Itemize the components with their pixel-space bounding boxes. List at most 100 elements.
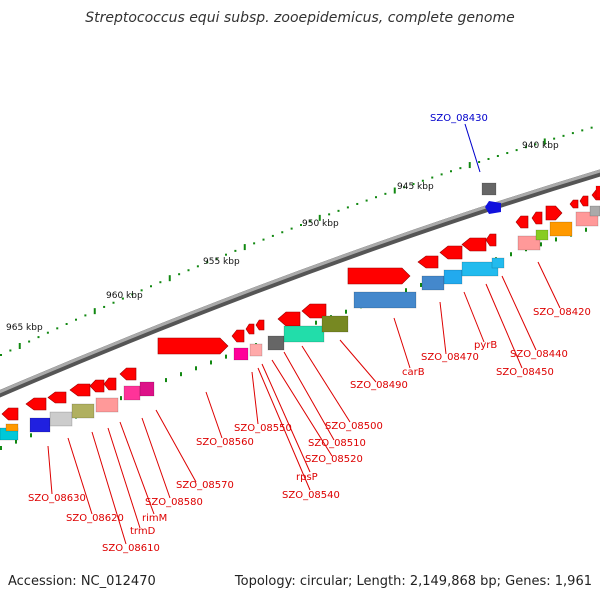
gene-arrow [545, 205, 563, 221]
minor-tick [37, 336, 40, 339]
inner-tick [345, 309, 347, 314]
minor-tick [28, 340, 31, 343]
inner-tick [555, 237, 557, 242]
leader-line [107, 427, 141, 529]
gene-arrow [231, 329, 245, 343]
gene-label: SZO_08620 [66, 513, 124, 524]
genome-summary-text: Topology: circular; Length: 2,149,868 bp… [234, 574, 592, 589]
scale-label: 945 kbp [397, 182, 434, 192]
gene-arrow [1, 407, 19, 421]
gene-arrow [579, 195, 589, 207]
gene-block [71, 403, 95, 419]
gene-block [283, 325, 325, 343]
major-tick [468, 162, 471, 169]
inner-tick [510, 252, 512, 257]
minor-tick [431, 176, 434, 179]
leader-line [251, 371, 259, 425]
minor-tick [46, 331, 49, 334]
minor-tick [384, 192, 387, 195]
minor-tick [65, 322, 68, 325]
genome-title: Streptococcus equi subsp. zooepidemicus,… [85, 10, 515, 26]
minor-tick [271, 234, 274, 237]
backbone-arc [0, 169, 600, 394]
gene-arrow [245, 323, 255, 335]
gene-block [589, 205, 600, 217]
major-tick [318, 214, 321, 221]
inner-tick [180, 372, 182, 377]
leader-line [67, 437, 93, 515]
minor-tick [478, 161, 481, 164]
gene-arrow-szo08430 [485, 201, 501, 214]
minor-tick [450, 170, 452, 173]
gene-label: trmD [130, 526, 156, 537]
gene-label: SZO_08580 [145, 497, 203, 508]
leader-line [261, 363, 311, 473]
genome-backbone [0, 169, 600, 398]
gene-block [491, 257, 505, 269]
minor-tick [412, 182, 415, 185]
minor-tick [590, 126, 593, 129]
minor-tick [571, 132, 574, 135]
leader-line [537, 261, 561, 309]
gene-labels: SZO_08430 SZO_08420 SZO_08440 SZO_08450 pyrB… [28, 113, 591, 554]
leader-line [155, 409, 197, 483]
scale-label: 960 kbp [106, 291, 143, 301]
gene-label: carB [402, 367, 425, 378]
minor-tick [178, 273, 181, 276]
minor-tick [121, 297, 124, 300]
gene-block [421, 275, 445, 291]
major-tick [393, 187, 396, 194]
minor-tick [337, 209, 340, 212]
leader-line [119, 421, 155, 515]
leader-line [283, 351, 335, 441]
minor-tick [300, 224, 302, 226]
gene-label: SZO_08500 [325, 421, 383, 432]
gene-arrow [277, 311, 301, 327]
gene-block [353, 291, 417, 309]
gene-block [233, 347, 249, 361]
leader-line [393, 317, 411, 369]
gene-block [29, 417, 51, 433]
minor-tick [84, 314, 87, 317]
major-tick [18, 342, 21, 349]
leader-line [501, 275, 537, 351]
gene-arrow [89, 379, 105, 393]
minor-tick [496, 154, 499, 157]
minor-tick [281, 231, 284, 234]
gene-label: pyrB [474, 340, 497, 351]
gene-block [595, 185, 600, 199]
gene-block [95, 397, 119, 413]
gene-block [249, 343, 263, 357]
inner-tick [210, 360, 212, 365]
accession-text: Accession: NC_012470 [8, 574, 156, 589]
minor-tick [262, 238, 265, 241]
inner-tick [15, 439, 17, 444]
gene-arrow [103, 377, 117, 391]
gene-label: rimM [142, 513, 167, 524]
backbone-arc-shadow [0, 169, 600, 398]
major-tick [243, 244, 246, 251]
minor-tick [534, 143, 537, 146]
minor-tick [365, 199, 368, 202]
gene-block [535, 229, 549, 241]
scale-labels: 940 kbp 945 kbp 950 kbp 955 kbp 960 kbp 965 k… [6, 141, 559, 333]
inner-tick [315, 320, 317, 325]
minor-tick [196, 265, 199, 268]
gene-arrow [255, 319, 265, 331]
minor-tick [215, 257, 218, 260]
minor-tick [150, 285, 152, 288]
minor-tick [328, 213, 331, 216]
minor-tick [206, 261, 209, 264]
gene-label: SZO_08510 [308, 438, 366, 449]
gene-block [461, 261, 499, 277]
leader-line [464, 123, 481, 173]
minor-tick [9, 349, 12, 352]
inner-tick [405, 288, 407, 293]
minor-tick [375, 196, 377, 199]
minor-tick [403, 186, 406, 189]
gene-block [549, 221, 573, 237]
minor-tick [234, 249, 237, 252]
label-leader-lines [47, 123, 561, 545]
minor-tick [159, 281, 162, 284]
minor-tick [487, 157, 490, 160]
